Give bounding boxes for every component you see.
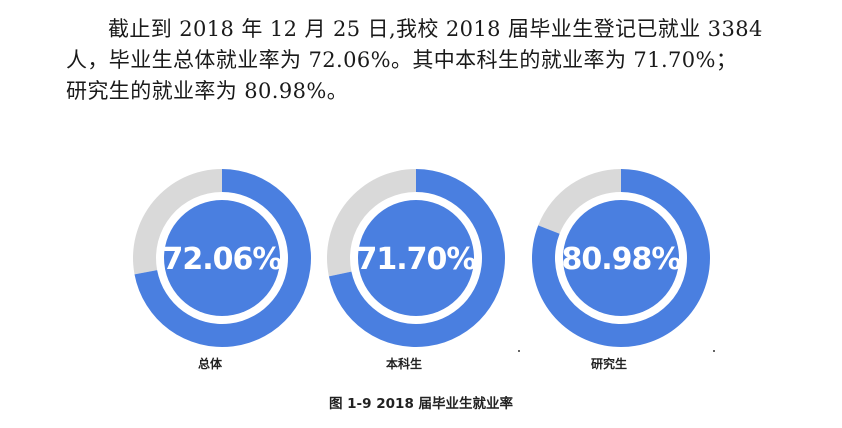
donut-remainder-slice — [327, 169, 416, 277]
paragraph-line-2: 人，毕业生总体就业率为 72.06%。其中本科生的就业率为 71.70%； — [66, 48, 738, 72]
donut-value-label: 72.06% — [163, 242, 283, 277]
stray-mark — [713, 350, 715, 352]
donut-chart-group: 72.06% 总体 71.70% 本科生 80.98% 研究生 — [133, 169, 710, 371]
figure-caption: 图 1-9 2018 届毕业生就业率 — [328, 396, 514, 412]
donut-3: 80.98% 研究生 — [532, 169, 710, 371]
donut-center-disc — [164, 200, 280, 316]
paragraph-line-3: 研究生的就业率为 80.98%。 — [66, 79, 349, 103]
donut-remainder-slice — [538, 169, 621, 234]
stray-mark — [518, 350, 520, 352]
donut-2: 71.70% 本科生 — [327, 169, 506, 371]
donut-value-label: 71.70% — [357, 242, 477, 277]
donut-value-label: 80.98% — [562, 242, 682, 277]
donut-1: 72.06% 总体 — [133, 169, 311, 371]
donut-center-disc — [358, 200, 474, 316]
donut-category-label: 本科生 — [386, 356, 422, 371]
donut-category-label: 研究生 — [591, 356, 627, 371]
donut-category-label: 总体 — [198, 356, 223, 371]
donut-remainder-slice — [133, 169, 222, 275]
body-paragraph: 截止到 2018 年 12 月 25 日,我校 2018 届毕业生登记已就业 3… — [66, 14, 796, 107]
paragraph-line-1: 截止到 2018 年 12 月 25 日,我校 2018 届毕业生登记已就业 3… — [108, 17, 763, 41]
donut-center-disc — [563, 200, 679, 316]
